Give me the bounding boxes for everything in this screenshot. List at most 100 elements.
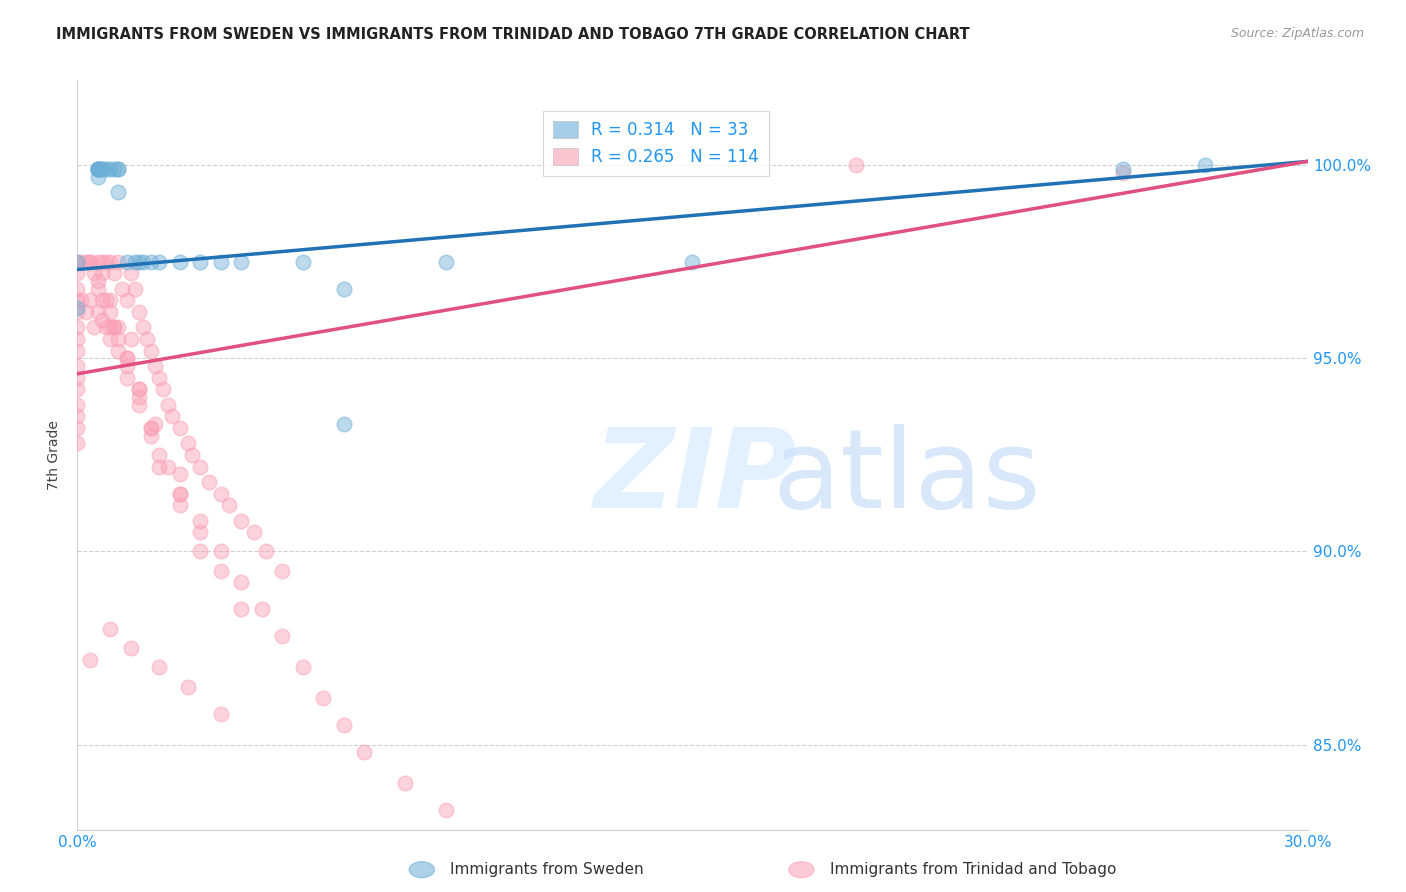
Point [169,498,191,512]
Point [87,162,110,177]
Point [87,162,110,177]
Text: ZIP: ZIP [595,424,797,531]
Point [107,255,129,269]
Point [83,320,105,334]
Point [188,544,212,558]
Point [87,169,110,184]
Point [333,417,356,431]
Point [169,467,191,482]
Point [87,162,110,177]
Legend: R = 0.314   N = 33, R = 0.265   N = 114: R = 0.314 N = 33, R = 0.265 N = 114 [543,112,769,176]
Point [148,459,170,474]
Point [103,320,125,334]
Point [312,691,335,706]
Point [148,370,170,384]
Point [128,382,150,396]
Point [66,255,89,269]
Point [1112,162,1135,177]
Point [1194,158,1216,172]
Point [98,320,121,334]
Point [1112,166,1135,180]
Point [152,382,174,396]
Point [160,409,183,424]
Point [188,255,212,269]
Point [141,428,163,442]
Point [94,293,117,308]
Point [79,293,101,308]
Point [103,266,125,280]
Point [120,640,142,655]
Point [98,305,121,319]
Point [90,255,114,269]
Point [177,436,200,450]
Point [87,305,110,319]
Point [115,351,138,366]
Point [132,255,155,269]
Point [66,293,89,308]
Point [291,255,314,269]
Point [79,255,101,269]
Point [107,332,129,346]
Point [169,421,191,435]
Point [271,564,294,578]
Point [98,162,121,177]
Point [231,575,253,590]
Point [156,398,179,412]
Point [353,745,375,759]
Point [66,266,89,280]
Point [120,266,142,280]
Text: atlas: atlas [772,424,1040,531]
Point [169,486,191,500]
Point [75,305,97,319]
Point [70,293,93,308]
Text: Immigrants from Sweden: Immigrants from Sweden [450,863,644,877]
Point [66,320,89,334]
Point [242,525,264,540]
Point [209,255,232,269]
Point [66,370,89,384]
Point [209,706,232,721]
Point [115,370,138,384]
Point [188,514,212,528]
Point [141,421,163,435]
Point [120,332,142,346]
Point [254,544,277,558]
Point [90,266,114,280]
Point [132,320,155,334]
Y-axis label: 7th Grade: 7th Grade [48,420,62,490]
Point [231,514,253,528]
Point [128,305,150,319]
Point [156,459,179,474]
Point [79,255,101,269]
Point [75,255,97,269]
Point [141,255,163,269]
Point [90,162,114,177]
Text: Source: ZipAtlas.com: Source: ZipAtlas.com [1230,27,1364,40]
Point [128,382,150,396]
Point [66,382,89,396]
Point [107,186,129,200]
Point [231,602,253,616]
Point [128,390,150,404]
Point [124,282,146,296]
Point [148,255,170,269]
Point [87,162,110,177]
Point [209,564,232,578]
Point [66,359,89,373]
Point [94,320,117,334]
Point [79,652,101,666]
Point [66,305,89,319]
Point [83,266,105,280]
Point [87,255,110,269]
Point [66,409,89,424]
Point [87,274,110,288]
Point [70,255,93,269]
Point [107,343,129,358]
Point [250,602,273,616]
Point [136,332,159,346]
Point [231,255,253,269]
Point [103,320,125,334]
Point [271,630,294,644]
Point [181,448,204,462]
Point [333,282,356,296]
